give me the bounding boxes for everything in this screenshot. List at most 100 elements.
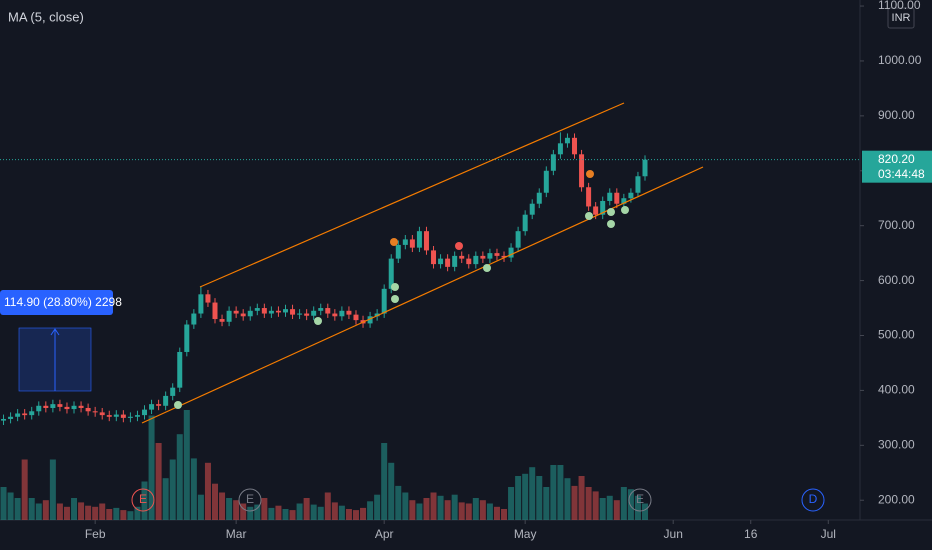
x-tick-label: May: [514, 527, 537, 541]
candle-body: [113, 414, 119, 417]
candle-body: [99, 412, 105, 416]
buy-dot: [621, 206, 629, 214]
candle-body: [15, 413, 21, 417]
volume-bar: [14, 498, 21, 520]
volume-bar: [289, 510, 296, 520]
volume-bar: [219, 492, 226, 520]
volume-bar: [134, 506, 141, 520]
last-price-label: 820.20: [878, 152, 915, 166]
candle-body: [515, 231, 521, 248]
candle-body: [346, 310, 352, 315]
volume-bar: [599, 498, 606, 520]
volume-bar: [78, 502, 85, 520]
plot-area: [0, 132, 860, 520]
volume-bar: [71, 498, 78, 520]
volume-bar: [120, 510, 127, 520]
event-marker[interactable]: [628, 488, 652, 512]
volume-bar: [515, 476, 522, 520]
candle-body: [614, 192, 620, 204]
currency-box: [887, 7, 915, 29]
volume-bar: [620, 487, 627, 520]
candle-body: [586, 187, 592, 207]
y-tick-label: 900.00: [878, 108, 915, 122]
y-tick-label: 300.00: [878, 437, 915, 451]
candle-body: [78, 405, 84, 408]
volume-bar: [374, 494, 381, 520]
volume-bar: [585, 487, 592, 520]
event-label: E: [139, 492, 147, 506]
volume-bar: [127, 511, 134, 520]
event-label: E: [636, 492, 644, 506]
volume-bar: [606, 495, 613, 520]
volume-bar: [162, 478, 169, 520]
y-tick-label: 1000.00: [878, 53, 922, 67]
volume-bar: [28, 498, 35, 520]
channel-upper: [199, 102, 625, 288]
volume-bar: [472, 498, 479, 520]
volume-bar: [402, 492, 409, 520]
events: E E E D: [131, 488, 825, 512]
volume-bar: [529, 467, 536, 520]
candle-body: [466, 258, 472, 265]
measure-label: 114.90 (28.80%) 2298: [4, 295, 122, 309]
candle-body: [8, 416, 14, 419]
buy-dot: [607, 220, 615, 228]
event-label: D: [809, 492, 818, 506]
buy-dot: [607, 208, 615, 216]
volume-bar: [367, 501, 374, 520]
candle-body: [233, 310, 239, 314]
candle-body: [36, 405, 42, 412]
volume-bar: [247, 506, 254, 520]
volume-bar: [254, 504, 261, 520]
candle-body: [325, 308, 331, 314]
event-marker[interactable]: [801, 488, 825, 512]
volume-bar: [437, 495, 444, 520]
volume-bar: [21, 459, 28, 520]
volume-bar: [49, 459, 56, 520]
candle-body: [332, 313, 338, 317]
candle-body: [642, 159, 648, 177]
volume-bar: [360, 507, 367, 520]
candle-body: [163, 395, 169, 406]
candle-body: [593, 206, 599, 215]
candle-body: [43, 405, 49, 408]
volume-bar: [395, 485, 402, 520]
candle-body: [557, 143, 563, 155]
volume-bar: [233, 500, 240, 520]
candle-body: [431, 250, 437, 265]
volume-bar: [451, 494, 458, 520]
candle-body: [261, 308, 267, 314]
volume-bar: [381, 443, 388, 520]
volume-bar: [627, 489, 634, 520]
candle-body: [191, 313, 197, 325]
volume-bar: [331, 502, 338, 520]
candle-body: [459, 255, 465, 259]
volume-bar: [85, 505, 92, 520]
candle-body: [416, 231, 422, 248]
volume-bar: [183, 410, 190, 520]
volume-bar: [388, 462, 395, 520]
volume-bar: [430, 492, 437, 520]
volume-bar: [522, 473, 529, 520]
volume-bar: [571, 485, 578, 520]
y-tick-label: 1100.00: [878, 0, 921, 12]
candle-body: [290, 309, 296, 315]
volume-bar: [508, 487, 515, 520]
candle-body: [409, 239, 415, 248]
candle-body: [212, 302, 218, 320]
candle-body: [388, 258, 394, 289]
event-marker[interactable]: [131, 488, 155, 512]
candle-body: [522, 214, 528, 232]
volume-bar: [190, 458, 197, 520]
event-marker[interactable]: [238, 488, 262, 512]
candle-body: [1, 418, 7, 421]
volume-bar: [204, 462, 211, 520]
candle-body: [579, 154, 585, 188]
volume-bar: [240, 503, 247, 520]
volume-bar: [92, 506, 99, 520]
y-tick-label: 400.00: [878, 383, 915, 397]
candle-body: [395, 244, 401, 259]
volume-bar: [613, 500, 620, 520]
volume-bar: [155, 443, 162, 520]
